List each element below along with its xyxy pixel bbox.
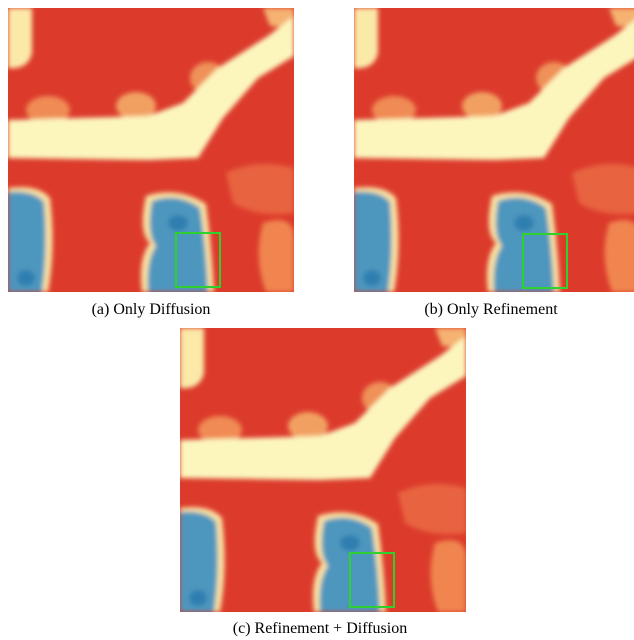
depth-map (8, 8, 294, 292)
panel-b: (b) Only Refinement (354, 8, 634, 318)
depth-map (354, 8, 634, 292)
panel-c: (c) Refinement + Diffusion (180, 328, 466, 637)
panel-a: (a) Only Diffusion (8, 8, 294, 318)
figure: (a) Only Diffusion (b) Only Refinement (… (0, 0, 634, 640)
caption: (a) Only Diffusion (92, 301, 211, 318)
depth-map (180, 328, 466, 612)
caption: (c) Refinement + Diffusion (233, 620, 407, 637)
caption: (b) Only Refinement (424, 301, 558, 318)
